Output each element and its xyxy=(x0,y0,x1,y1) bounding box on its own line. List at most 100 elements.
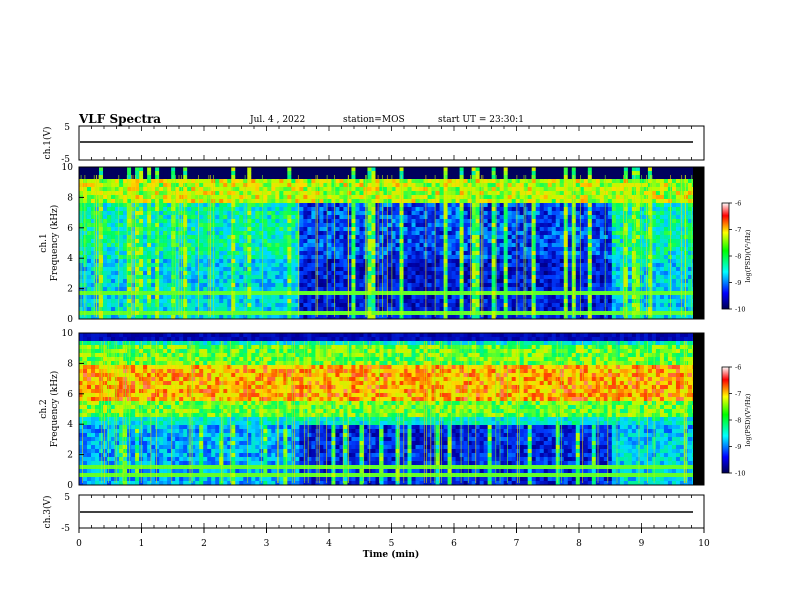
spectrogram-cell xyxy=(415,275,420,280)
spectrogram-cell xyxy=(403,259,408,264)
spectrogram-cell xyxy=(475,299,480,304)
spectrogram-cell xyxy=(219,207,224,212)
spectrogram-cell xyxy=(335,167,340,172)
spectrogram-cell xyxy=(299,267,304,272)
spectrogram-cell xyxy=(467,223,472,228)
spectrogram-cell xyxy=(371,283,376,288)
spectrogram-cell xyxy=(195,287,200,292)
spectrogram-cell xyxy=(431,251,436,256)
spectrogram-cell xyxy=(107,279,112,284)
spectrogram-cell xyxy=(91,175,96,180)
spectrogram-cell xyxy=(371,191,376,196)
spectrogram-cell xyxy=(387,291,392,296)
spectrogram-cell xyxy=(519,191,525,196)
spectrogram-cell xyxy=(567,307,573,312)
spectrogram-cell xyxy=(475,235,480,240)
spectrogram-cell xyxy=(547,299,553,304)
spectrogram-cell xyxy=(87,231,92,236)
spectrogram-cell xyxy=(271,223,276,228)
spectrogram-cell xyxy=(195,191,200,196)
spectrogram-cell xyxy=(159,287,164,292)
spectrogram-cell xyxy=(479,291,484,296)
spectrogram-cell xyxy=(467,175,472,180)
spectrogram-cell xyxy=(367,175,372,180)
spectrogram-cell xyxy=(115,199,120,204)
spectrogram-cell xyxy=(291,275,296,280)
spectrogram-cell xyxy=(307,187,312,192)
spectrogram-cell xyxy=(391,227,396,232)
spectrogram-cell xyxy=(203,263,208,268)
spectrogram-cell xyxy=(567,267,573,272)
spectrogram-cell xyxy=(311,203,316,208)
spectrogram-cell xyxy=(319,251,324,256)
spectrogram-cell xyxy=(103,171,108,176)
spectrogram-cell xyxy=(95,295,100,300)
spectrogram-cell xyxy=(427,283,432,288)
spectrogram-cell xyxy=(231,291,236,296)
spectrogram-cell xyxy=(183,311,188,316)
spectrogram-cell xyxy=(519,207,525,212)
spectrogram-cell xyxy=(295,275,300,280)
spectrogram-cell xyxy=(327,287,332,292)
spectrogram-cell xyxy=(263,223,268,228)
spectrogram-cell xyxy=(431,207,436,212)
spectrogram-cell xyxy=(419,219,424,224)
spectrogram-cell xyxy=(435,259,440,264)
spectrogram-cell xyxy=(203,195,208,200)
spectrogram-cell xyxy=(371,247,376,252)
spectrogram-cell xyxy=(155,199,160,204)
spectrogram-cell xyxy=(427,287,432,292)
spectrogram-cell xyxy=(463,247,468,252)
spectrogram-cell xyxy=(315,171,320,176)
spectrogram-cell xyxy=(227,315,232,320)
spectrogram-cell xyxy=(303,235,308,240)
spectrogram-cell xyxy=(535,179,541,184)
spectrogram-cell xyxy=(431,247,436,252)
spectrogram-cell xyxy=(431,179,436,184)
spectrogram-cell xyxy=(199,247,204,252)
spectrogram-cell xyxy=(295,279,300,284)
spectrogram-cell xyxy=(219,315,224,320)
spectrogram-cell xyxy=(503,271,508,276)
spectrogram-cell xyxy=(411,167,416,172)
spectrogram-cell xyxy=(303,279,308,284)
spectrogram-cell xyxy=(111,187,116,192)
spectrogram-cell xyxy=(283,307,288,312)
spectrogram-cell xyxy=(483,303,488,308)
spectrogram-cell xyxy=(295,227,300,232)
spectrogram-cell xyxy=(295,187,300,192)
spectrogram-cell xyxy=(299,259,304,264)
spectrogram-cell xyxy=(199,279,204,284)
spectrogram-cell xyxy=(443,255,448,260)
spectrogram-cell xyxy=(331,311,336,316)
spectrogram-cell xyxy=(271,283,276,288)
spectrogram-cell xyxy=(155,207,160,212)
spectrogram-cell xyxy=(507,259,512,264)
spectrogram-cell xyxy=(499,187,504,192)
spectrogram-cell xyxy=(115,271,120,276)
spectrogram-cell xyxy=(163,295,168,300)
spectrogram-cell xyxy=(91,215,96,220)
spectrogram-cell xyxy=(135,275,140,280)
spectrogram-cell xyxy=(203,203,208,208)
spectrogram-cell xyxy=(487,199,492,204)
spectrogram-cell xyxy=(123,215,128,220)
spectrogram-cell xyxy=(507,203,512,208)
spectrogram-cell xyxy=(467,315,472,320)
spectrogram-cell xyxy=(431,275,436,280)
spectrogram-cell xyxy=(495,287,500,292)
spectrogram-cell xyxy=(139,183,144,188)
spectrogram-cell xyxy=(319,279,324,284)
spectrogram-cell xyxy=(387,215,392,220)
spectrogram-cell xyxy=(347,223,352,228)
spectrogram-cell xyxy=(331,291,336,296)
spectrogram-cell xyxy=(431,183,436,188)
spectrogram-cell xyxy=(387,171,392,176)
spectrogram-cell xyxy=(215,179,220,184)
spectrogram-cell xyxy=(259,287,264,292)
spectrogram-cell xyxy=(227,171,232,176)
spectrogram-cell xyxy=(403,295,408,300)
spectrogram-cell xyxy=(427,183,432,188)
spectrogram-cell xyxy=(427,311,432,316)
spectrogram-cell xyxy=(235,247,240,252)
